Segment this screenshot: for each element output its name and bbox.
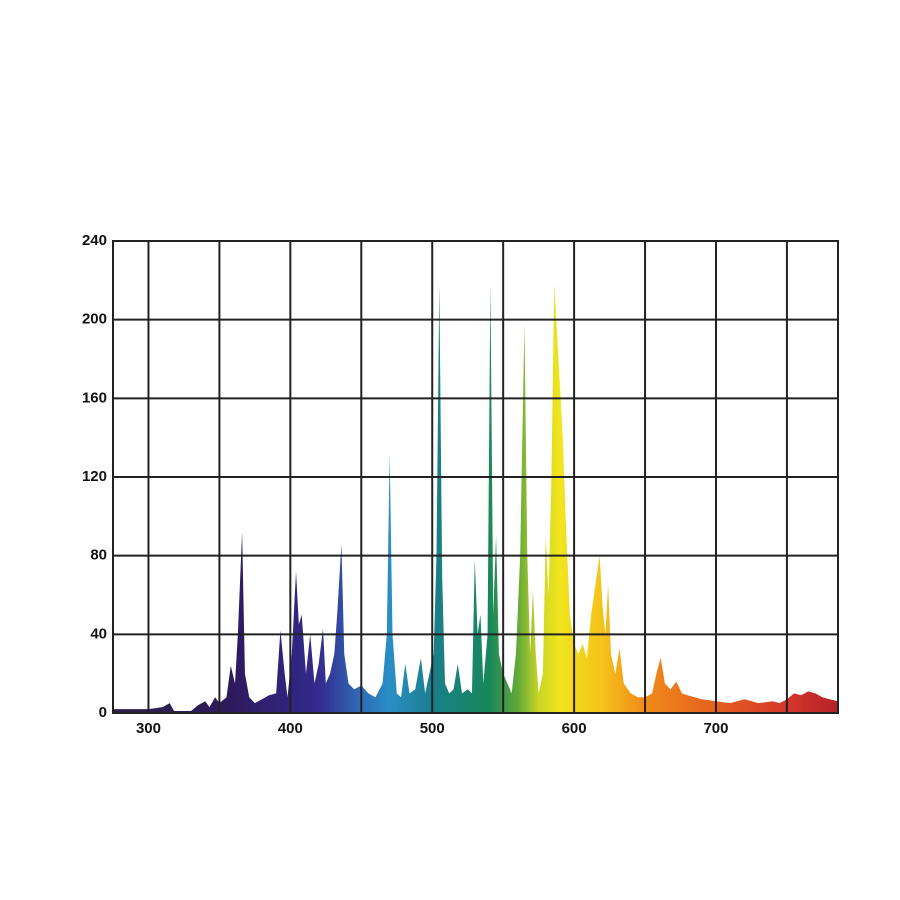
y-tick-label: 240 xyxy=(82,232,107,249)
y-tick-label: 120 xyxy=(82,468,107,485)
x-tick-label: 300 xyxy=(136,720,161,737)
y-tick-label: 200 xyxy=(82,311,107,328)
x-tick-label: 500 xyxy=(420,720,445,737)
spectrum-area xyxy=(113,284,838,713)
y-tick-label: 0 xyxy=(99,704,107,721)
x-tick-label: 600 xyxy=(562,720,587,737)
x-tick-label: 700 xyxy=(703,720,728,737)
y-tick-label: 160 xyxy=(82,389,107,406)
plot-frame xyxy=(112,240,839,714)
y-tick-label: 40 xyxy=(90,625,107,642)
x-tick-label: 400 xyxy=(278,720,303,737)
y-tick-label: 80 xyxy=(90,547,107,564)
